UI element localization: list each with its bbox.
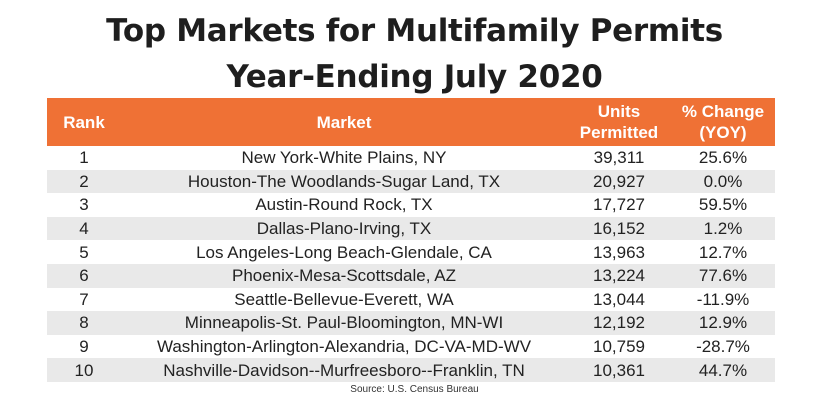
rank-cell: 6 (79, 266, 89, 286)
change-cell: 12.7% (698, 242, 748, 262)
header-units-line-1: Units (597, 102, 641, 121)
change-cell: -28.7% (696, 337, 750, 357)
units-cell: 13,044 (593, 289, 645, 309)
market-cell: Los Angeles-Long Beach-Glendale, CA (196, 242, 492, 262)
rank-cell: 8 (79, 313, 89, 333)
table-row: 7 Seattle-Bellevue-Everett, WA 13,044 -11.9… (47, 288, 775, 312)
rank-cell: 4 (79, 219, 89, 239)
units-cell: 16,152 (593, 219, 645, 239)
market-cell: Dallas-Plano-Irving, TX (256, 219, 432, 239)
market-cell: Houston-The Woodlands-Sugar Land, TX (187, 171, 501, 191)
table-row: 9 Washington-Arlington-Alexandria, DC-VA-… (47, 335, 775, 359)
header-rank: Rank (63, 112, 105, 132)
table-row: 3 Austin-Round Rock, TX 17,727 59.5% (47, 193, 775, 217)
units-cell: 10,759 (593, 337, 645, 357)
table-row: 5 Los Angeles-Long Beach-Glendale, CA 13,9… (47, 240, 775, 264)
change-cell: 59.5% (698, 195, 748, 215)
market-cell: Minneapolis-St. Paul-Bloomington, MN-WI (184, 313, 504, 333)
rank-cell: 5 (79, 242, 89, 262)
change-cell: 1.2% (703, 219, 743, 239)
table-row: 1 New York-White Plains, NY 39,311 25.6% (47, 146, 775, 170)
market-cell: Seattle-Bellevue-Everett, WA (234, 289, 454, 309)
header-units-line-2: Permitted (579, 123, 659, 142)
market-cell: New York-White Plains, NY (241, 148, 447, 168)
table-row: 10 Nashville-Davidson--Murfreesboro--Fran… (47, 358, 775, 382)
header-change: % Change (YOY) (671, 101, 775, 143)
table-row: 8 Minneapolis-St. Paul-Bloomington, MN-WI… (47, 311, 775, 335)
source-note: Source: U.S. Census Bureau (350, 384, 479, 395)
change-cell: 0.0% (703, 171, 743, 191)
change-cell: 77.6% (698, 266, 748, 286)
market-cell: Washington-Arlington-Alexandria, DC-VA-M… (156, 337, 532, 357)
title-line-2: Year-Ending July 2020 (226, 59, 603, 95)
header-change-line-2: (YOY) (699, 123, 747, 142)
units-cell: 20,927 (593, 171, 645, 191)
rank-cell: 2 (79, 171, 89, 191)
change-cell: 12.9% (698, 313, 748, 333)
title-line-1: Top Markets for Multifamily Permits (106, 13, 723, 49)
table-row: 2 Houston-The Woodlands-Sugar Land, TX 20,… (47, 169, 775, 194)
change-cell: 25.6% (698, 148, 748, 168)
permits-table: Rank Market Units Permitted % Change (YO… (47, 98, 775, 382)
rank-cell: 3 (79, 195, 89, 215)
market-cell: Austin-Round Rock, TX (255, 195, 433, 215)
table-row: 6 Phoenix-Mesa-Scottsdale, AZ 13,224 77.6% (47, 263, 775, 288)
rank-cell: 10 (74, 360, 94, 380)
market-cell: Nashville-Davidson--Murfreesboro--Frankl… (163, 360, 525, 380)
units-cell: 39,311 (593, 148, 645, 168)
units-cell: 13,963 (593, 242, 645, 262)
table-header: Rank Market Units Permitted % Change (YO… (47, 98, 775, 146)
change-cell: 44.7% (698, 360, 748, 380)
header-units: Units Permitted (567, 101, 671, 143)
rank-cell: 1 (79, 148, 89, 168)
rank-cell: 9 (79, 337, 89, 357)
market-cell: Phoenix-Mesa-Scottsdale, AZ (232, 266, 456, 286)
units-cell: 12,192 (593, 313, 645, 333)
table-row: 4 Dallas-Plano-Irving, TX 16,152 1.2% (47, 216, 775, 241)
change-cell: -11.9% (696, 289, 750, 309)
units-cell: 17,727 (593, 195, 645, 215)
header-market: Market (316, 112, 372, 132)
units-cell: 10,361 (593, 360, 645, 380)
rank-cell: 7 (79, 289, 89, 309)
units-cell: 13,224 (593, 266, 645, 286)
table-body: 1 New York-White Plains, NY 39,311 25.6% 2 Ho… (47, 146, 775, 382)
header-change-line-1: % Change (681, 102, 765, 121)
